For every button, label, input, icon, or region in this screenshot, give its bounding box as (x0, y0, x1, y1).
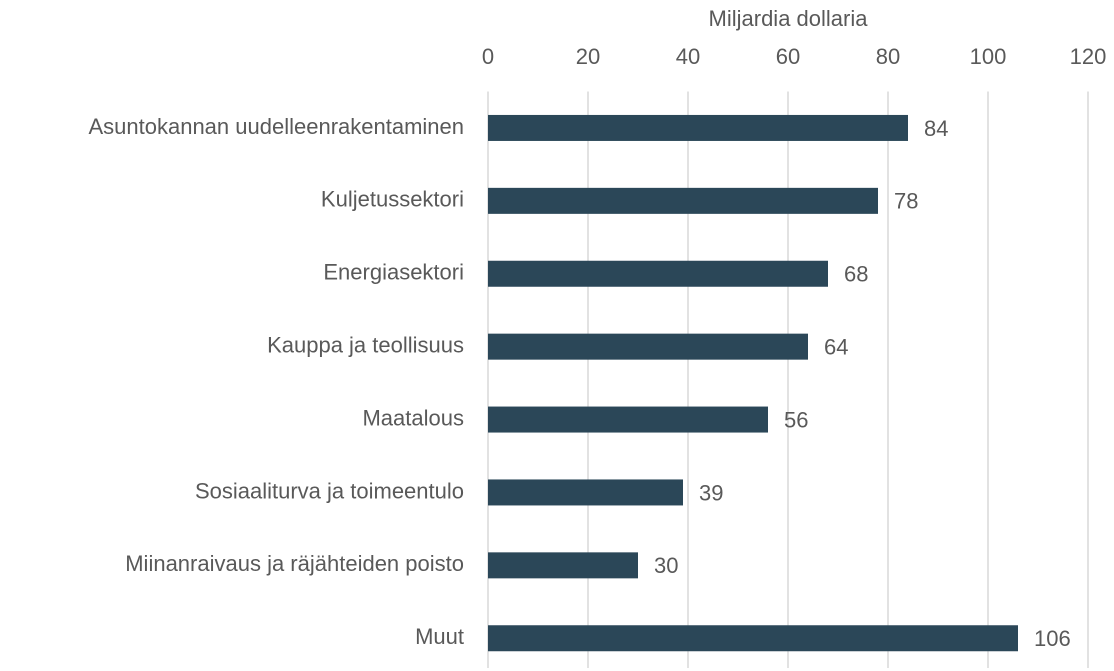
bar (488, 406, 768, 433)
data-label: 78 (894, 189, 918, 214)
y-tick-label: Miinanraivaus ja räjähteiden poisto (125, 551, 464, 576)
x-tick-label: 80 (876, 44, 900, 69)
y-tick-label: Sosiaaliturva ja toimeentulo (195, 478, 464, 503)
data-label: 64 (824, 334, 848, 359)
bar (488, 552, 638, 579)
data-label: 106 (1034, 626, 1071, 651)
bar (488, 260, 828, 287)
x-tick-label: 20 (576, 44, 600, 69)
y-tick-label: Muut (415, 624, 464, 649)
data-label: 84 (924, 116, 948, 141)
x-tick-label: 60 (776, 44, 800, 69)
bar (488, 333, 808, 360)
x-tick-label: 100 (970, 44, 1007, 69)
bar (488, 479, 683, 506)
bar (488, 625, 1018, 652)
axis-title: Miljardia dollaria (709, 6, 869, 31)
x-tick-label: 40 (676, 44, 700, 69)
x-tick-label: 0 (482, 44, 494, 69)
x-tick-label: 120 (1070, 44, 1107, 69)
y-tick-label: Maatalous (362, 405, 464, 430)
data-label: 68 (844, 262, 868, 287)
bar (488, 114, 908, 141)
y-tick-label: Kauppa ja teollisuus (267, 332, 464, 357)
y-tick-label: Kuljetussektori (321, 187, 464, 212)
data-label: 39 (699, 480, 723, 505)
y-tick-label: Asuntokannan uudelleenrakentaminen (88, 114, 464, 139)
bar (488, 187, 878, 214)
data-label: 30 (654, 553, 678, 578)
data-label: 56 (784, 407, 808, 432)
y-tick-label: Energiasektori (323, 260, 464, 285)
